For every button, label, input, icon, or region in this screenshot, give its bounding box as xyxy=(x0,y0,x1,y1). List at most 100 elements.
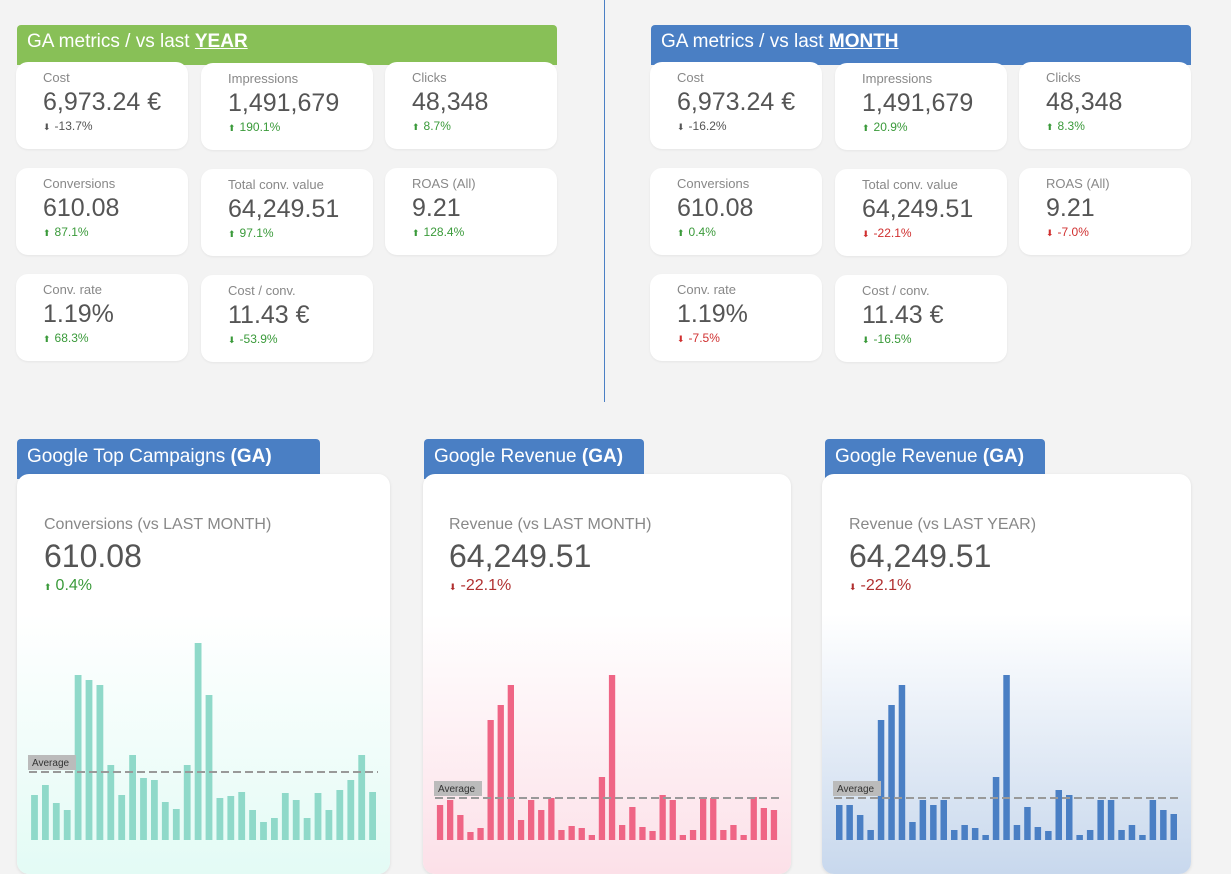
kpi-change: ⬆ 190.1% xyxy=(228,120,373,134)
chart-bar xyxy=(919,800,927,840)
kpi-card-conversions: Conversions 610.08 ⬆ 0.4% xyxy=(650,168,822,255)
kpi-value: 6,973.24 € xyxy=(677,88,796,116)
chart-bar xyxy=(1003,675,1010,840)
chart-bar xyxy=(129,755,136,840)
average-label: Average xyxy=(438,784,476,795)
kpi-label: ROAS (All) xyxy=(1046,176,1110,191)
chart-bar xyxy=(1139,835,1146,840)
kpi-change: ⬇ -22.1% xyxy=(862,226,1007,240)
panel-metric-value: 64,249.51 xyxy=(849,538,992,574)
kpi-card-total-conv-value: Total conv. value 64,249.51 ⬇ -22.1% xyxy=(835,169,1007,256)
chart-bar xyxy=(720,830,727,840)
panel-revenue-month: Revenue (vs LAST MONTH) 64,249.51 ⬇ -22.1… xyxy=(423,474,791,874)
chart-bar xyxy=(497,705,504,840)
kpi-change: ⬆ 128.4% xyxy=(412,225,557,239)
chart-bar xyxy=(538,810,545,840)
chart-bar xyxy=(358,755,366,840)
chart-bar xyxy=(205,695,213,840)
chart-bar xyxy=(325,810,333,840)
average-label-bg xyxy=(28,755,76,770)
chart-bar xyxy=(867,830,874,840)
chart-bar xyxy=(649,831,656,840)
chart-bar xyxy=(877,720,885,840)
kpi-value: 48,348 xyxy=(1046,88,1123,116)
kpi-value: 610.08 xyxy=(43,194,120,222)
kpi-change-value: -16.2% xyxy=(688,119,727,133)
chart-bar xyxy=(292,800,300,840)
kpi-change-value: -7.5% xyxy=(688,331,720,345)
panel-revenue-year: Revenue (vs LAST YEAR) 64,249.51 ⬇ -22.1%… xyxy=(822,474,1191,874)
kpi-change: ⬇ -53.9% xyxy=(228,332,373,346)
chart-bar xyxy=(1066,795,1073,840)
arrow-down-icon: ⬇ xyxy=(677,334,685,344)
chart-bar xyxy=(619,825,626,840)
chart-bar xyxy=(856,815,864,840)
chart-bar xyxy=(85,680,93,840)
chart-bar xyxy=(52,803,60,840)
chart-bar xyxy=(760,808,767,840)
kpi-value: 9.21 xyxy=(412,194,461,222)
kpi-change-value: 8.3% xyxy=(1057,119,1085,133)
kpi-change-value: 68.3% xyxy=(54,331,89,345)
average-label-bg xyxy=(833,781,881,796)
year-section-title: GA metrics / vs last xyxy=(27,31,195,52)
chart-bar xyxy=(639,827,646,840)
kpi-value: 1.19% xyxy=(43,300,114,328)
bar-chart: Average xyxy=(423,614,791,874)
kpi-card-conversions: Conversions 610.08 ⬆ 87.1% xyxy=(16,168,188,255)
arrow-down-icon: ⬇ xyxy=(1046,228,1054,238)
kpi-card-impressions: Impressions 1,491,679 ⬆ 20.9% xyxy=(835,63,1007,150)
arrow-down-icon: ⬇ xyxy=(449,582,457,592)
kpi-card-impressions: Impressions 1,491,679 ⬆ 190.1% xyxy=(201,63,373,150)
arrow-down-icon: ⬇ xyxy=(677,122,685,132)
kpi-card-cost: Cost 6,973.24 € ⬇ -13.7% xyxy=(16,62,188,149)
panel-header-revenue-year: Google Revenue (GA) xyxy=(825,439,1045,479)
kpi-change: ⬆ 68.3% xyxy=(43,331,188,345)
chart-bar xyxy=(347,780,355,840)
kpi-change: ⬆ 87.1% xyxy=(43,225,188,239)
panel-metric-label: Conversions (vs LAST MONTH) xyxy=(44,516,272,533)
arrow-up-icon: ⬆ xyxy=(228,229,236,239)
bar-chart: Average xyxy=(822,614,1191,874)
year-section-period: YEAR xyxy=(194,31,248,52)
chart-bar xyxy=(140,778,147,840)
kpi-card-total-conv-value: Total conv. value 64,249.51 ⬆ 97.1% xyxy=(201,169,373,256)
kpi-change: ⬆ 8.3% xyxy=(1046,119,1191,133)
kpi-value: 1.19% xyxy=(677,300,748,328)
panel-metric-change: ⬇ -22.1% xyxy=(449,577,511,595)
arrow-down-icon: ⬇ xyxy=(862,229,870,239)
chart-bar xyxy=(598,777,606,840)
average-label: Average xyxy=(32,758,70,769)
kpi-change: ⬇ -16.2% xyxy=(677,119,822,133)
chart-bar xyxy=(1170,814,1177,840)
panel-change-value: 0.4% xyxy=(55,577,93,594)
arrow-down-icon: ⬇ xyxy=(43,122,51,132)
chart-bar xyxy=(161,802,169,840)
chart-bar xyxy=(846,805,853,840)
kpi-card-conv-rate: Conv. rate 1.19% ⬇ -7.5% xyxy=(650,274,822,361)
kpi-change-value: -7.0% xyxy=(1057,225,1089,239)
month-section-period: MONTH xyxy=(828,31,899,52)
chart-bar xyxy=(369,792,376,840)
kpi-card-clicks: Clicks 48,348 ⬆ 8.3% xyxy=(1019,62,1191,149)
chart-bar xyxy=(558,830,565,840)
chart-bar xyxy=(1118,830,1125,840)
kpi-change: ⬇ -16.5% xyxy=(862,332,1007,346)
kpi-change: ⬇ -7.5% xyxy=(677,331,822,345)
kpi-label: ROAS (All) xyxy=(412,176,476,191)
chart-bar xyxy=(436,805,444,840)
kpi-label: Total conv. value xyxy=(862,177,958,192)
kpi-change-value: 97.1% xyxy=(239,226,274,240)
kpi-card-roas-all: ROAS (All) 9.21 ⬆ 128.4% xyxy=(385,168,557,255)
chart-bar xyxy=(336,790,344,840)
chart-bar xyxy=(457,815,464,840)
kpi-change-value: -13.7% xyxy=(54,119,93,133)
chart-bar xyxy=(1045,831,1052,840)
chart-bar xyxy=(314,793,322,840)
kpi-change: ⬇ -13.7% xyxy=(43,119,188,133)
kpi-label: Cost / conv. xyxy=(862,283,930,298)
chart-bar xyxy=(750,797,757,840)
panel-metric-label: Revenue (vs LAST YEAR) xyxy=(849,516,1037,533)
arrow-down-icon: ⬇ xyxy=(849,582,857,592)
panel-metric-label: Revenue (vs LAST MONTH) xyxy=(449,516,652,533)
